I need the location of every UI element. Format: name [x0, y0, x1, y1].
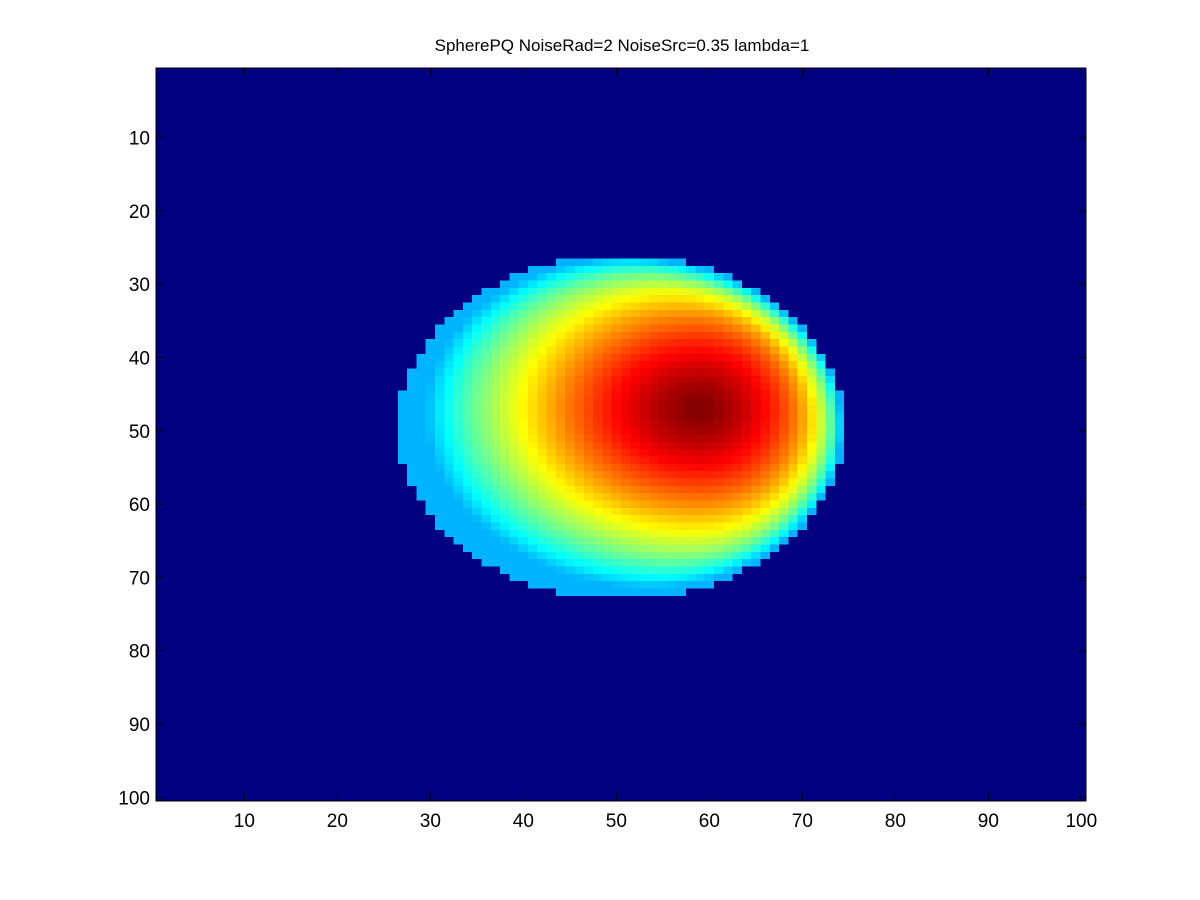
plot-area [155, 67, 1087, 802]
x-tick-label: 40 [513, 811, 534, 832]
y-tick-label: 70 [129, 568, 150, 589]
y-tick-label: 10 [129, 129, 150, 150]
chart-title: SpherePQ NoiseRad=2 NoiseSrc=0.35 lambda… [435, 36, 810, 55]
y-axis: 10 20 30 40 50 60 70 80 90 100 [118, 129, 1086, 809]
x-tick-label: 50 [606, 811, 627, 832]
y-tick-label: 40 [129, 349, 150, 370]
x-tick-label: 70 [792, 811, 813, 832]
y-tick-label: 90 [129, 715, 150, 736]
y-tick-label: 30 [129, 275, 150, 296]
y-tick-label: 20 [129, 202, 150, 223]
x-axis: 10 20 30 40 50 60 70 80 90 100 [234, 68, 1097, 832]
y-tick-label: 60 [129, 495, 150, 516]
heatmap-image [156, 68, 1086, 801]
x-tick-label: 100 [1065, 811, 1097, 832]
x-tick-label: 10 [234, 811, 255, 832]
x-tick-label: 60 [699, 811, 720, 832]
x-tick-label: 80 [885, 811, 906, 832]
axes-frame [155, 67, 1087, 802]
x-tick-label: 20 [327, 811, 348, 832]
x-tick-label: 90 [978, 811, 999, 832]
y-tick-label: 50 [129, 422, 150, 443]
y-tick-label: 80 [129, 642, 150, 663]
y-tick-label: 100 [118, 788, 150, 809]
x-tick-label: 30 [420, 811, 441, 832]
